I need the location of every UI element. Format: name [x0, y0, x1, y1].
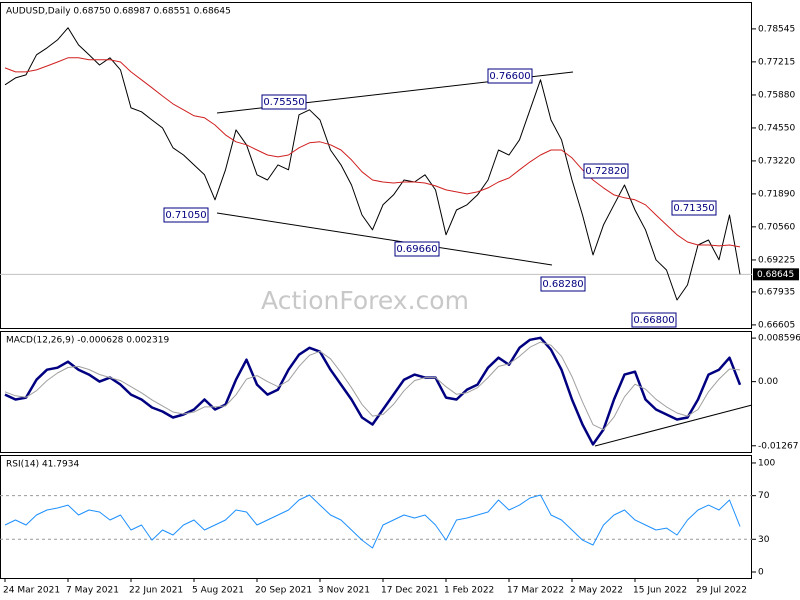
annotation-box	[261, 94, 307, 110]
y-tick-label: 70	[758, 491, 770, 501]
annotation: 0.66800	[633, 315, 674, 326]
series-line	[4, 341, 741, 431]
pane-title: AUDUSD,Daily 0.68750 0.68987 0.68551 0.6…	[6, 7, 231, 17]
x-tick-label: 2 May 2022	[570, 586, 623, 596]
y-tick-label: 0.008596	[758, 334, 800, 344]
y-tick-label: 0.00	[758, 377, 778, 387]
x-tick-label: 29 Jul 2022	[696, 586, 747, 596]
annotation-box	[671, 200, 717, 216]
y-tick-label: 0.67935	[758, 287, 795, 297]
y-tick-label: 0.74550	[758, 123, 795, 133]
pane-title: MACD(12,26,9) -0.000628 0.002319	[6, 336, 169, 346]
annotation-box	[487, 68, 533, 84]
x-tick-label: 20 Sep 2021	[255, 586, 312, 596]
annotation: 0.71050	[165, 210, 206, 221]
x-tick-label: 7 May 2021	[66, 586, 119, 596]
annotation: 0.75550	[263, 97, 304, 108]
x-tick-label: 24 Mar 2021	[3, 586, 60, 596]
annotation-box	[631, 312, 677, 328]
watermark: ActionForex.com	[261, 286, 469, 315]
annotation: 0.71350	[673, 203, 714, 214]
series-line	[4, 57, 741, 248]
x-tick-label: 17 Mar 2022	[507, 586, 564, 596]
annotation-box	[394, 241, 440, 257]
last-price-box	[753, 268, 799, 281]
last-price-label: 0.68645	[757, 270, 794, 280]
series-line	[4, 494, 741, 549]
y-tick-label: 0.66605	[758, 320, 795, 330]
annotation-box	[583, 163, 629, 179]
pane-frame	[0, 331, 752, 453]
annotation-box	[540, 276, 586, 292]
y-tick-label: 0.71890	[758, 189, 795, 199]
x-tick-label: 17 Dec 2021	[381, 586, 439, 596]
y-tick-label: 0.77215	[758, 57, 795, 67]
pane-frame	[0, 455, 752, 579]
pane-title: RSI(14) 41.7934	[6, 460, 79, 470]
y-tick-label: 0	[758, 568, 764, 578]
x-tick-label: 22 Jun 2021	[129, 586, 183, 596]
y-tick-label: 30	[758, 535, 770, 545]
x-tick-label: 3 Nov 2021	[318, 586, 370, 596]
annotation: 0.69660	[396, 244, 437, 255]
series-line	[4, 27, 741, 301]
series-line	[4, 336, 742, 446]
annotation-box	[163, 207, 209, 223]
y-tick-label: 0.69225	[758, 255, 795, 265]
y-tick-label: 0.73220	[758, 156, 795, 166]
trend-line	[216, 212, 553, 266]
y-tick-label: 0.70560	[758, 222, 795, 232]
y-tick-label: -0.01267	[758, 441, 798, 451]
annotation: 0.72820	[585, 166, 626, 177]
x-tick-label: 5 Aug 2021	[192, 586, 244, 596]
x-tick-label: 1 Feb 2022	[444, 586, 494, 596]
annotation: 0.76600	[489, 71, 530, 82]
annotation: 0.68280	[542, 279, 583, 290]
x-tick-label: 15 Jun 2022	[633, 586, 687, 596]
y-tick-label: 0.78545	[758, 24, 795, 34]
trend-line	[594, 404, 753, 447]
y-tick-label: 0.75880	[758, 90, 795, 100]
pane-frame	[0, 2, 752, 329]
y-tick-label: 100	[758, 458, 775, 468]
